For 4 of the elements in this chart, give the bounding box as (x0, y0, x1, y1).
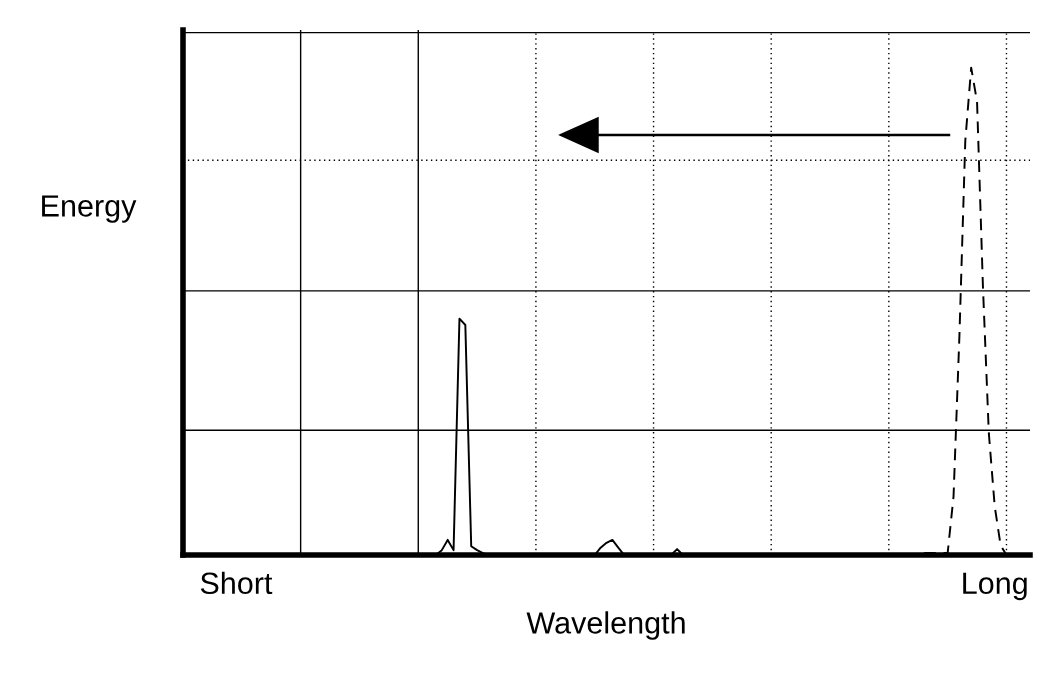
x-axis-title: Wavelength (526, 611, 685, 640)
y-axis-title: Energy (42, 195, 137, 223)
x-tick-label: Long (963, 572, 1027, 601)
x-tick-label: Short (200, 571, 273, 595)
